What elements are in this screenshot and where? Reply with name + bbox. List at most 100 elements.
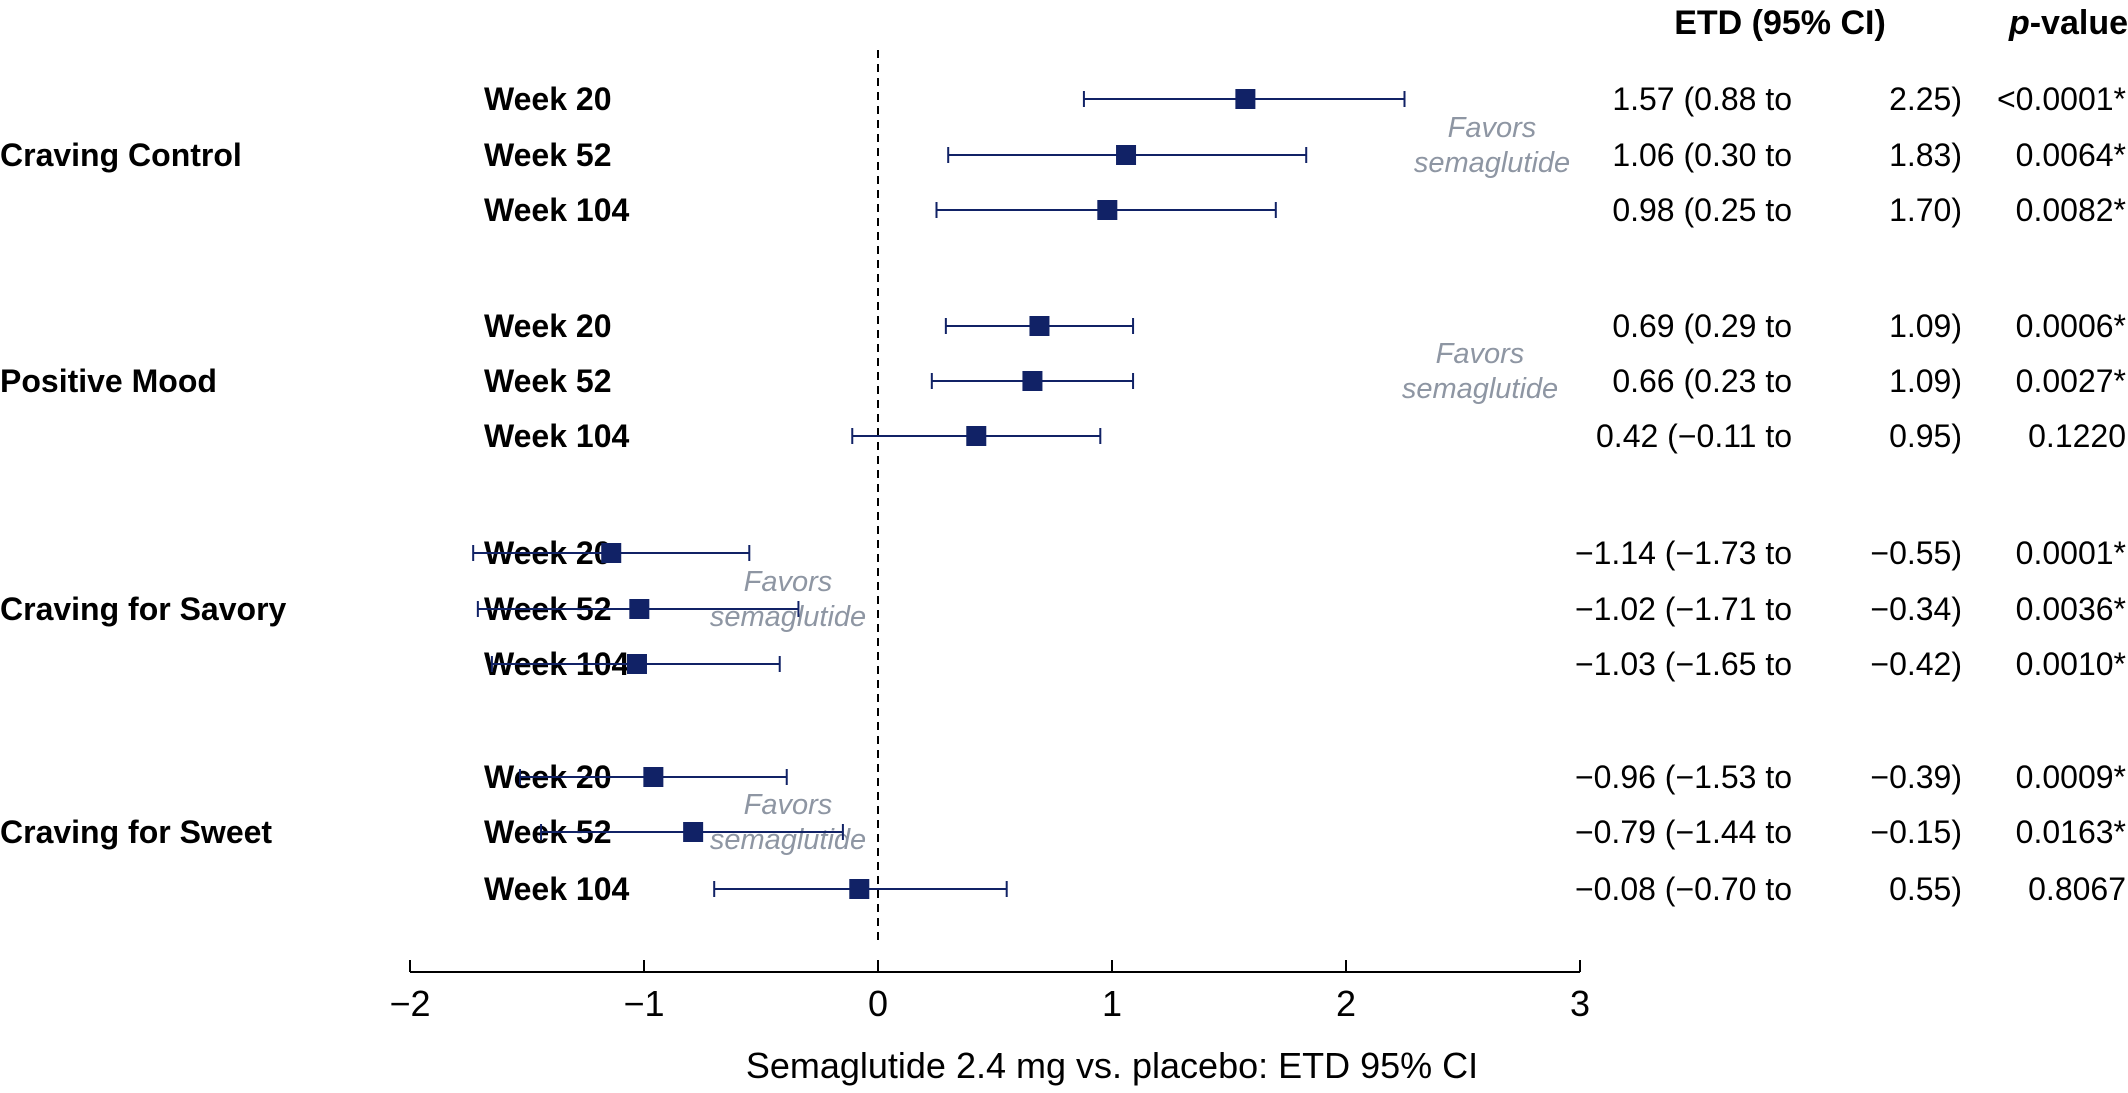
- point-estimate-marker: [1235, 89, 1256, 109]
- etd-value: −0.96 (−1.53 to: [1575, 759, 1792, 795]
- favors-line-1: Favors: [744, 566, 833, 598]
- ci-upper-value: −0.39): [1870, 759, 1962, 795]
- point-estimate-marker: [1097, 200, 1118, 220]
- p-value: 0.0082*: [2016, 192, 2126, 228]
- forest-row: Week 52 0.66 (0.23 to 1.09) 0.0027*: [484, 363, 2126, 399]
- p-value: <0.0001*: [1997, 81, 2126, 117]
- forest-row: Week 52 −1.02 (−1.71 to −0.34) 0.0036*: [476, 591, 2126, 627]
- week-label: Week 104: [484, 418, 630, 454]
- etd-value: 0.42 (−0.11 to: [1596, 418, 1792, 454]
- p-value: 0.0009*: [2016, 759, 2126, 795]
- ci-upper-value: 2.25): [1889, 81, 1962, 117]
- week-label: Week 20: [484, 81, 612, 117]
- week-label: Week 52: [484, 137, 612, 173]
- p-value: 0.0001*: [2016, 535, 2126, 571]
- etd-value: −0.08 (−0.70 to: [1575, 871, 1792, 907]
- week-label: Week 104: [484, 871, 630, 907]
- group-label: Craving for Savory: [0, 591, 287, 627]
- forest-row: Week 104 −0.08 (−0.70 to 0.55) 0.8067: [484, 871, 2126, 907]
- etd-value: 0.98 (0.25 to: [1612, 192, 1792, 228]
- p-value: 0.1220: [2028, 418, 2126, 454]
- p-value: 0.0163*: [2016, 814, 2126, 850]
- point-estimate-marker: [643, 767, 664, 787]
- favors-line-1: Favors: [1436, 338, 1525, 370]
- x-tick-label: 1: [1102, 983, 1122, 1024]
- favors-semaglutide-note: Favors semaglutide: [710, 789, 866, 856]
- p-value: 0.0027*: [2016, 363, 2126, 399]
- ci-upper-value: −0.15): [1870, 814, 1962, 850]
- x-tick-label: 0: [868, 983, 888, 1024]
- forest-row: Week 104 0.98 (0.25 to 1.70) 0.0082*: [484, 192, 2126, 228]
- group-label: Positive Mood: [0, 363, 217, 399]
- favors-semaglutide-note: Favors semaglutide: [1402, 338, 1558, 405]
- favors-line-1: Favors: [744, 789, 833, 821]
- forest-row: Week 20 −1.14 (−1.73 to −0.55) 0.0001*: [472, 535, 2126, 571]
- forest-row: Week 20 0.69 (0.29 to 1.09) 0.0006*: [484, 308, 2126, 344]
- ci-upper-value: 0.55): [1889, 871, 1962, 907]
- group-label: Craving for Sweet: [0, 814, 272, 850]
- p-value: 0.0064*: [2016, 137, 2126, 173]
- ci-upper-value: 1.09): [1889, 308, 1962, 344]
- forest-row: Week 52 −0.79 (−1.44 to −0.15) 0.0163*: [484, 814, 2126, 850]
- forest-row: Week 20 1.57 (0.88 to 2.25) <0.0001*: [484, 81, 2126, 117]
- column-headers: ETD (95% CI) p-value: [1674, 4, 2128, 42]
- x-axis: −2 −1 0 1 2 3: [389, 960, 1590, 1024]
- point-estimate-marker: [966, 426, 987, 446]
- favors-semaglutide-note: Favors semaglutide: [710, 566, 866, 633]
- ci-upper-value: −0.34): [1870, 591, 1962, 627]
- favors-line-1: Favors: [1448, 112, 1537, 144]
- pvalue-column-header: p-value: [2008, 4, 2128, 42]
- ci-upper-value: −0.55): [1870, 535, 1962, 571]
- point-estimate-marker: [683, 822, 704, 842]
- forest-row: Week 52 1.06 (0.30 to 1.83) 0.0064*: [484, 137, 2126, 173]
- x-tick-label: −1: [623, 983, 664, 1024]
- x-tick-label: −2: [389, 983, 430, 1024]
- p-value: 0.0010*: [2016, 646, 2126, 682]
- forest-row: Week 104 0.42 (−0.11 to 0.95) 0.1220: [484, 418, 2126, 454]
- week-label: Week 20: [484, 308, 612, 344]
- point-estimate-marker: [601, 543, 622, 563]
- pvalue-header-italic: p: [2008, 4, 2030, 42]
- etd-value: −1.14 (−1.73 to: [1575, 535, 1792, 571]
- point-estimate-marker: [1022, 371, 1043, 391]
- favors-line-2: semaglutide: [710, 601, 866, 633]
- point-estimate-marker: [849, 879, 870, 899]
- etd-value: −0.79 (−1.44 to: [1575, 814, 1792, 850]
- point-estimate-marker: [1029, 316, 1050, 336]
- p-value: 0.8067: [2028, 871, 2126, 907]
- forest-row: Week 104 −1.03 (−1.65 to −0.42) 0.0010*: [484, 646, 2126, 682]
- favors-line-2: semaglutide: [1414, 147, 1570, 179]
- x-tick-label: 2: [1336, 983, 1356, 1024]
- etd-column-header: ETD (95% CI): [1674, 4, 1886, 42]
- forest-row: Week 20 −0.96 (−1.53 to −0.39) 0.0009*: [484, 759, 2126, 795]
- favors-line-2: semaglutide: [710, 824, 866, 856]
- p-value: 0.0036*: [2016, 591, 2126, 627]
- week-label: Week 104: [484, 192, 630, 228]
- etd-value: −1.02 (−1.71 to: [1575, 591, 1792, 627]
- x-axis-title: Semaglutide 2.4 mg vs. placebo: ETD 95% …: [746, 1045, 1478, 1086]
- ci-upper-value: 1.09): [1889, 363, 1962, 399]
- point-estimate-marker: [1116, 145, 1137, 165]
- etd-value: −1.03 (−1.65 to: [1575, 646, 1792, 682]
- favors-semaglutide-note: Favors semaglutide: [1414, 112, 1570, 179]
- ci-upper-value: 0.95): [1889, 418, 1962, 454]
- ci-upper-value: −0.42): [1870, 646, 1962, 682]
- p-value: 0.0006*: [2016, 308, 2126, 344]
- x-tick-label: 3: [1570, 983, 1590, 1024]
- ci-upper-value: 1.83): [1889, 137, 1962, 173]
- group-1: Positive Mood Favors semaglutide Week 20 0.6…: [0, 308, 2126, 454]
- week-label: Week 52: [484, 363, 612, 399]
- etd-value: 0.66 (0.23 to: [1612, 363, 1792, 399]
- ci-upper-value: 1.70): [1889, 192, 1962, 228]
- pvalue-header-rest: -value: [2030, 4, 2128, 42]
- etd-value: 0.69 (0.29 to: [1612, 308, 1792, 344]
- group-0: Craving Control Favors semaglutide Week 20 1…: [0, 81, 2126, 228]
- etd-value: 1.06 (0.30 to: [1612, 137, 1792, 173]
- point-estimate-marker: [629, 599, 650, 619]
- group-label: Craving Control: [0, 137, 242, 173]
- etd-value: 1.57 (0.88 to: [1612, 81, 1792, 117]
